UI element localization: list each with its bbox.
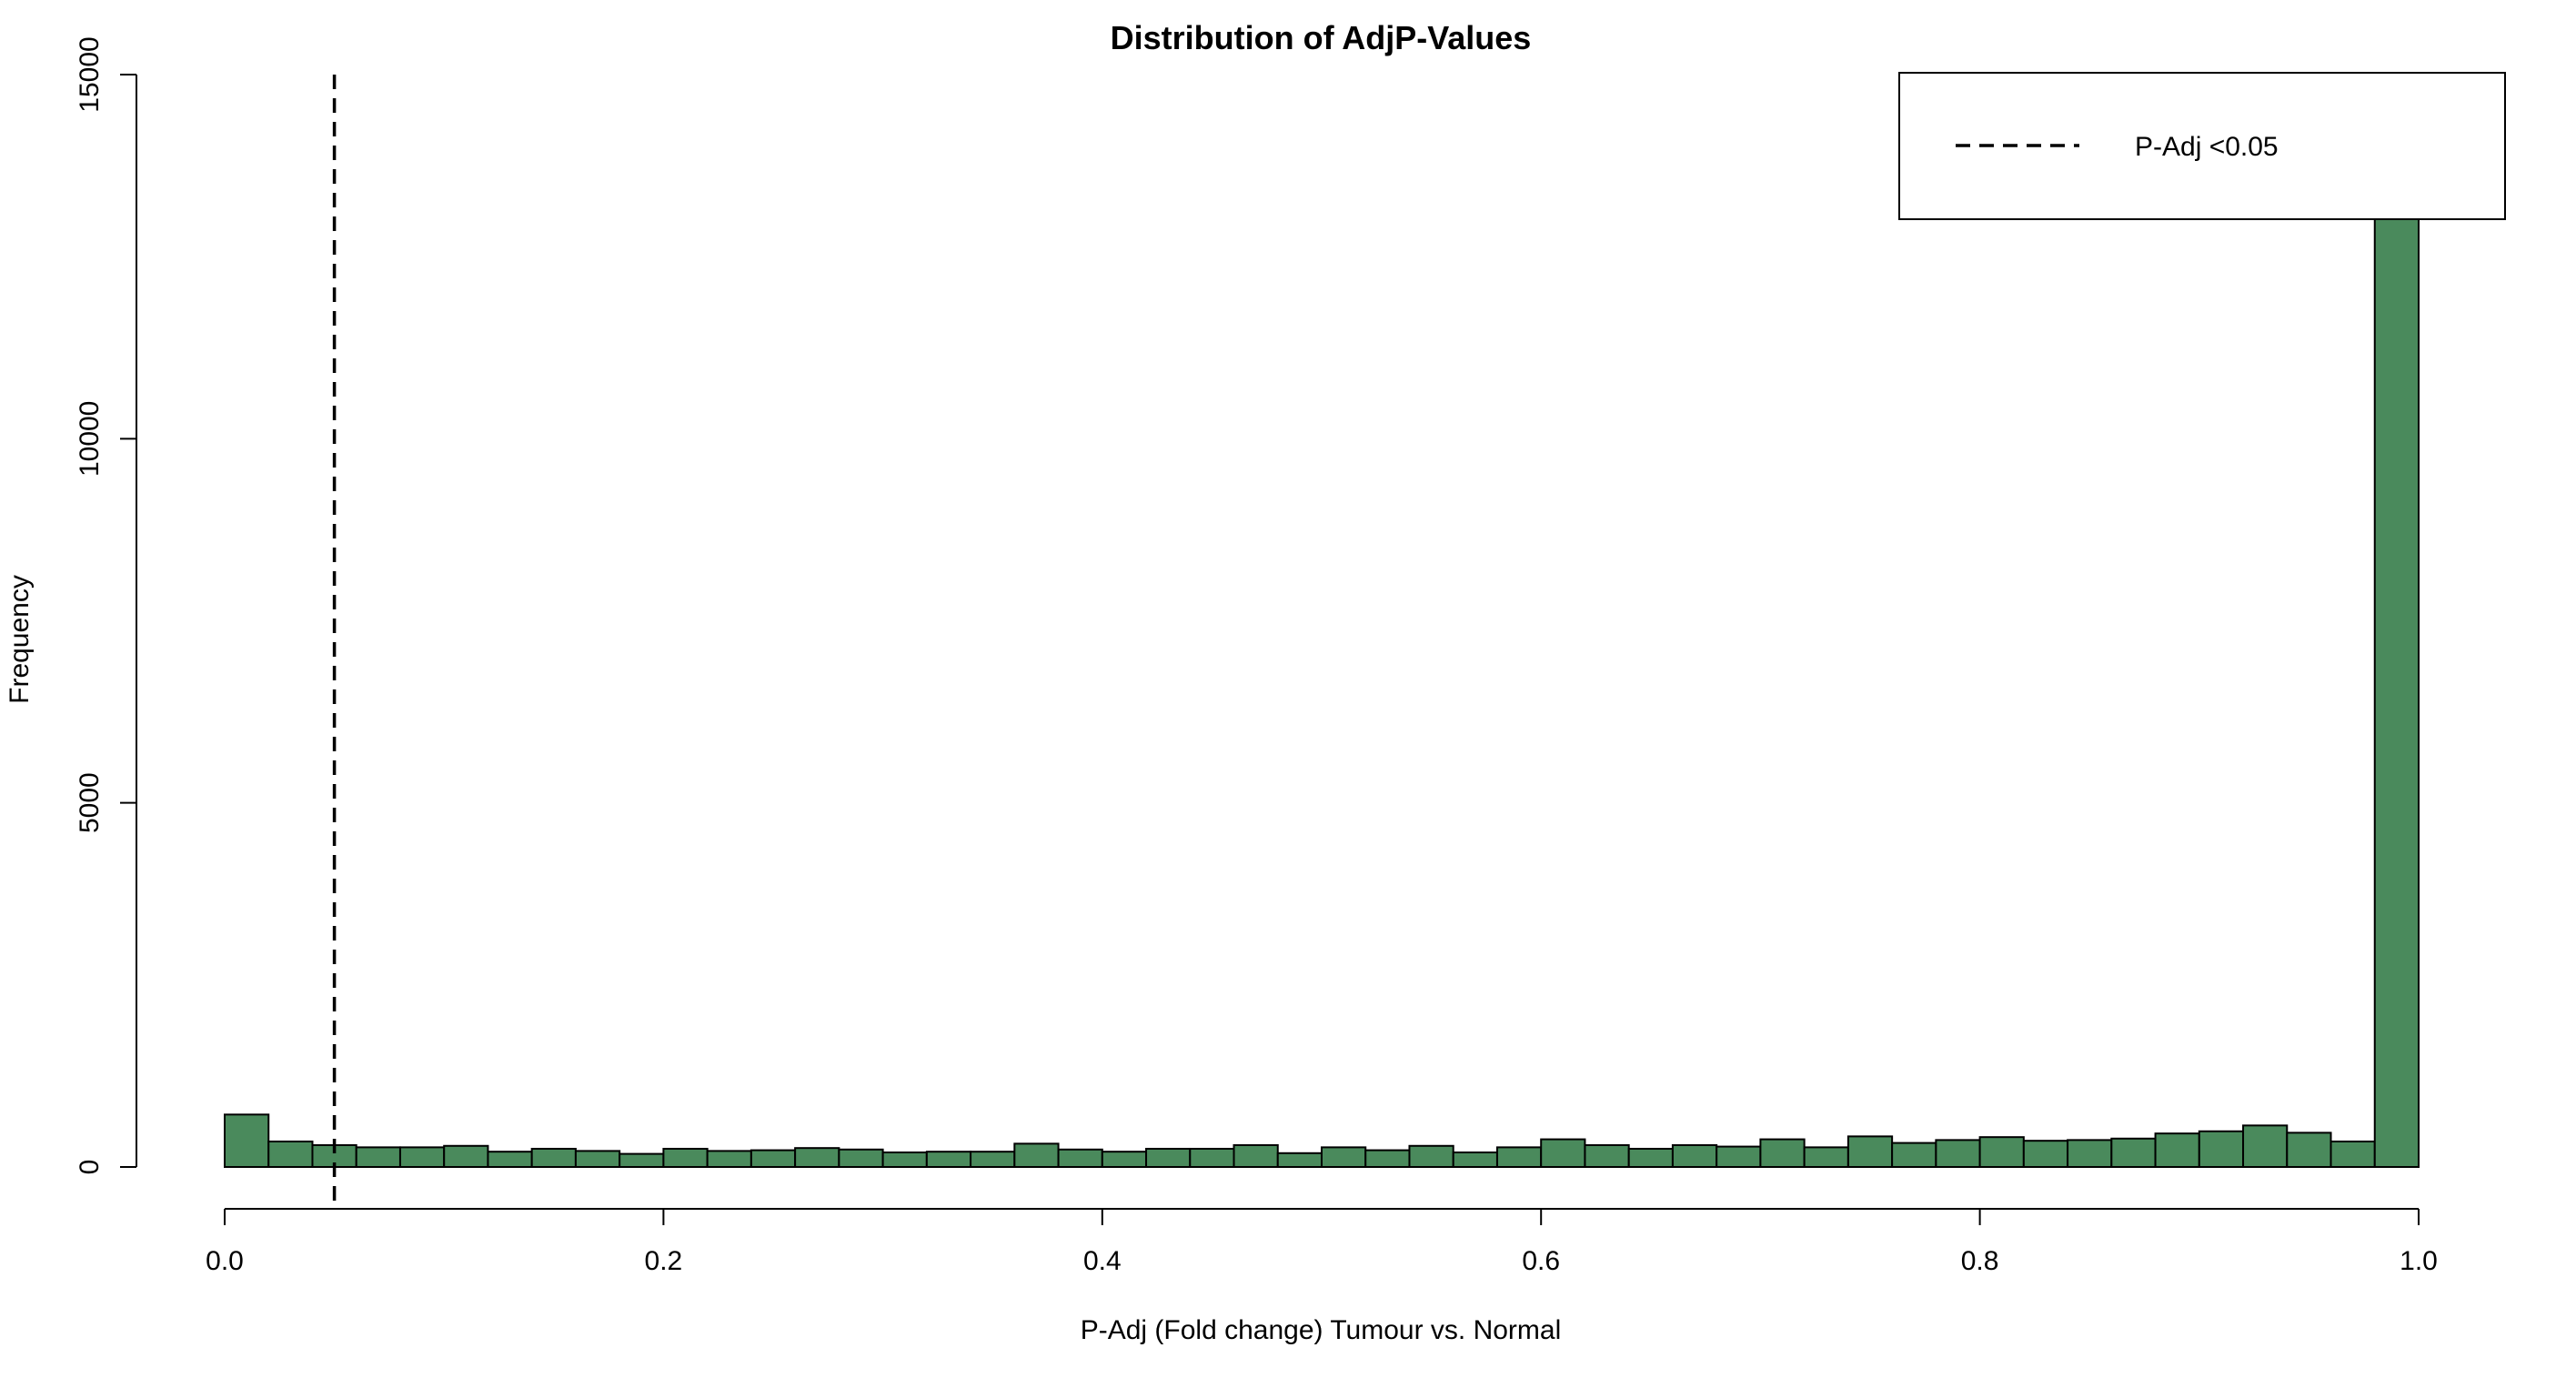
histogram-bar [2373, 212, 2420, 1168]
histogram-bar [2329, 1140, 2376, 1169]
histogram-bar [2198, 1130, 2245, 1168]
histogram-bar [1540, 1138, 1586, 1169]
x-tick-label: 0.6 [1522, 1246, 1560, 1276]
histogram-bar [1321, 1146, 1367, 1168]
histogram-bar [355, 1146, 401, 1168]
histogram-bar [1584, 1143, 1630, 1168]
histogram-bar [267, 1140, 314, 1169]
histogram-bar [224, 1113, 270, 1169]
histogram-bar [881, 1151, 928, 1169]
histogram-bar [1759, 1138, 1806, 1169]
histogram-bar [530, 1147, 577, 1168]
x-tick-label: 0.2 [645, 1246, 683, 1276]
histogram-bar [1145, 1147, 1192, 1168]
histogram-bar [2067, 1139, 2113, 1169]
histogram-bar [1716, 1145, 1762, 1168]
x-tick-label: 0.4 [1083, 1246, 1122, 1276]
histogram-bar [487, 1151, 533, 1169]
bars-group [224, 212, 2420, 1169]
x-tick-label: 0.0 [206, 1246, 244, 1276]
histogram-bar [398, 1146, 446, 1168]
histogram-bar [1495, 1146, 1543, 1168]
y-tick-label: 5000 [75, 772, 105, 833]
histogram-bar [1891, 1142, 1937, 1169]
histogram-bar [1803, 1146, 1849, 1168]
histogram-bar [2286, 1132, 2332, 1168]
histogram-bar [574, 1150, 621, 1169]
histogram-bar [619, 1152, 665, 1169]
y-tick-label: 0 [75, 1160, 105, 1175]
histogram-bar [1935, 1139, 1981, 1169]
histogram-bar [1101, 1151, 1148, 1169]
x-tick-label: 0.8 [1961, 1246, 1999, 1276]
histogram-bar [2154, 1132, 2200, 1168]
histogram-bar [970, 1151, 1016, 1169]
histogram-bar [1057, 1148, 1103, 1169]
histogram-bar [838, 1148, 884, 1169]
histogram-bar [1846, 1135, 1894, 1168]
y-axis-label: Frequency [5, 575, 35, 704]
histogram-bar [1452, 1151, 1498, 1169]
y-tick-label: 10000 [75, 401, 105, 477]
histogram-bar [1671, 1143, 1718, 1168]
x-axis-label: P-Adj (Fold change) Tumour vs. Normal [1081, 1315, 1562, 1345]
histogram-bar [2022, 1140, 2069, 1169]
legend-box [1898, 72, 2506, 220]
histogram-bar [1189, 1147, 1235, 1168]
y-tick-label: 15000 [75, 36, 105, 112]
histogram-bar [794, 1147, 840, 1168]
histogram-bar [662, 1147, 709, 1168]
histogram-bar [2110, 1137, 2157, 1169]
histogram-bar [750, 1149, 797, 1169]
histogram-bar [1276, 1152, 1323, 1169]
chart-title: Distribution of AdjP-Values [1111, 19, 1532, 56]
histogram-bar [2242, 1124, 2289, 1169]
histogram-bar [443, 1144, 489, 1168]
histogram-bar [1627, 1147, 1674, 1168]
x-axis: 0.0 0.2 0.4 0.6 0.8 1.0 [206, 1208, 2438, 1276]
histogram-bar [1233, 1143, 1279, 1168]
histogram-bar [925, 1151, 972, 1169]
histogram-bar [1013, 1142, 1060, 1168]
x-tick-label: 1.0 [2400, 1246, 2438, 1276]
legend-label: P-Adj <0.05 [2135, 132, 2279, 162]
histogram-bar [1978, 1136, 2025, 1168]
histogram-bar [706, 1150, 752, 1169]
histogram-bar [1364, 1149, 1411, 1169]
y-axis: 0 5000 10000 15000 [75, 36, 137, 1175]
legend: P-Adj <0.05 [1898, 72, 2506, 220]
histogram-bar [1408, 1144, 1454, 1168]
